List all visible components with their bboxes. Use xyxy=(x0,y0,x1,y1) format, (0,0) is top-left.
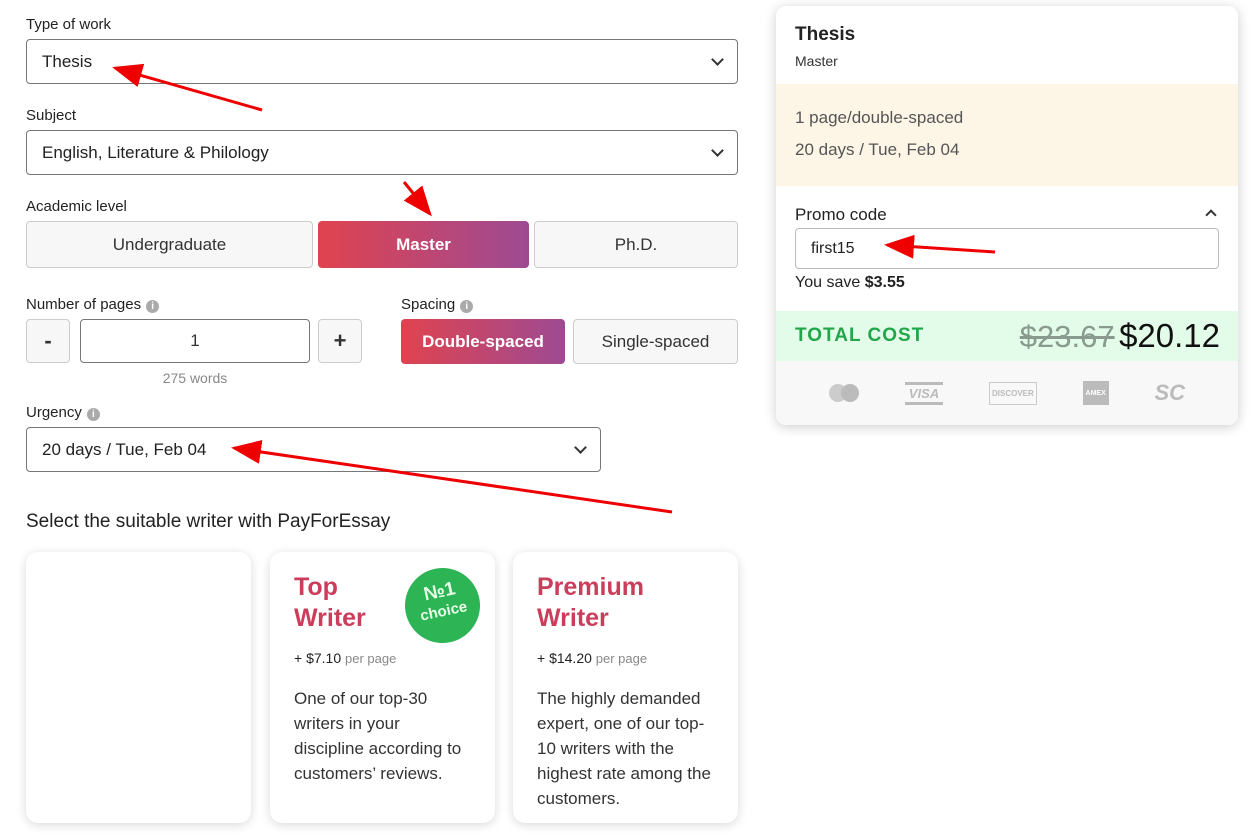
writer-card-premium-writer[interactable]: Premium Writer + $14.20 per page The hig… xyxy=(513,552,738,823)
card-price: + $14.20 xyxy=(537,650,592,666)
promo-code-input[interactable]: first15 xyxy=(795,228,1219,269)
single-spaced-button[interactable]: Single-spaced xyxy=(573,319,738,364)
urgency-select[interactable]: 20 days / Tue, Feb 04 xyxy=(26,427,601,472)
increase-pages-button[interactable]: + xyxy=(318,319,362,363)
type-of-work-select[interactable]: Thesis xyxy=(26,39,738,84)
type-of-work-value: Thesis xyxy=(42,51,93,71)
level-phd-button[interactable]: Ph.D. xyxy=(534,221,738,268)
info-icon[interactable]: i xyxy=(86,408,100,421)
summary-title: Thesis xyxy=(795,24,856,45)
decrease-pages-button[interactable]: - xyxy=(26,319,70,363)
subject-value: English, Literature & Philology xyxy=(42,142,269,162)
savings-text: You save $3.55 xyxy=(795,274,905,291)
chevron-down-icon xyxy=(711,52,724,66)
discover-icon: DISCOVER xyxy=(988,381,1037,405)
card-description: An expert in your field of study who’s a… xyxy=(50,658,215,727)
type-of-work-label: Type of work xyxy=(26,16,112,33)
writer-section-heading: Select the suitable writer with PayForEs… xyxy=(26,511,391,532)
sc-icon: SC xyxy=(1154,380,1186,405)
visa-icon: VISA xyxy=(904,381,944,405)
spacing-label: Spacing i xyxy=(401,296,474,313)
order-summary-panel: Thesis Master 1 page/double-spaced 20 da… xyxy=(776,6,1238,425)
level-master-button[interactable]: Master xyxy=(318,221,529,268)
writer-card-top-writer[interactable]: Top Writer №1 choice + $7.10 per page One… xyxy=(270,552,495,823)
chevron-up-icon xyxy=(1205,209,1217,221)
urgency-value: 20 days / Tue, Feb 04 xyxy=(42,439,207,459)
card-title: Best Available xyxy=(50,573,220,601)
urgency-label: Urgency i xyxy=(26,404,100,421)
level-undergraduate-button[interactable]: Undergraduate xyxy=(26,221,313,268)
old-price: $23.67 xyxy=(1019,319,1115,354)
pages-input[interactable]: 1 xyxy=(80,319,310,363)
double-spaced-button[interactable]: Double-spaced xyxy=(401,319,565,364)
amex-icon: AMEX xyxy=(1082,381,1109,405)
academic-level-label: Academic level xyxy=(26,198,127,215)
chevron-down-icon xyxy=(711,143,724,157)
chevron-down-icon xyxy=(574,440,587,454)
card-description: One of our top-30 writers in your discip… xyxy=(294,689,462,783)
writer-card-best-available[interactable]: Best Available Free An expert in your fi… xyxy=(26,552,251,823)
per-page-label: per page xyxy=(595,651,648,666)
per-page-label: per page xyxy=(345,651,397,666)
total-cost-label: TOTAL COST xyxy=(795,325,925,346)
card-description: The highly demanded expert, one of our t… xyxy=(537,689,711,808)
info-icon[interactable]: i xyxy=(460,300,474,313)
summary-level: Master xyxy=(795,53,838,69)
new-price: $20.12 xyxy=(1119,317,1220,354)
promo-code-toggle[interactable]: Promo code xyxy=(795,205,1219,225)
card-price: + $7.10 xyxy=(294,650,342,666)
pages-label: Number of pages i xyxy=(26,296,160,313)
summary-pages: 1 page/double-spaced xyxy=(795,108,964,127)
info-icon[interactable]: i xyxy=(146,300,160,313)
mastercard-icon xyxy=(828,384,859,402)
card-title: Premium Writer xyxy=(537,573,644,632)
card-price: Free xyxy=(50,619,80,635)
arrow-to-master xyxy=(402,181,432,217)
subject-select[interactable]: English, Literature & Philology xyxy=(26,130,738,175)
summary-deadline: 20 days / Tue, Feb 04 xyxy=(795,140,960,159)
subject-label: Subject xyxy=(26,107,77,124)
card-title: Top Writer xyxy=(294,573,366,632)
no1-choice-badge: №1 choice xyxy=(398,561,487,650)
word-count: 275 words xyxy=(162,370,228,386)
